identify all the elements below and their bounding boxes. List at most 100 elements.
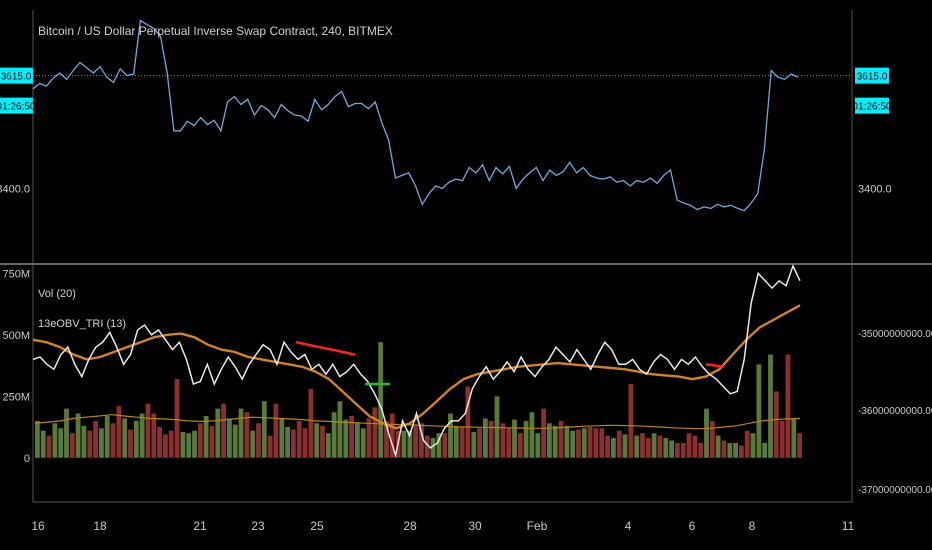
obv-tick-label: -36000000000.0000	[858, 406, 932, 417]
volume-bar	[151, 413, 157, 458]
volume-bar	[517, 433, 523, 458]
x-axis-label: 30	[468, 519, 482, 533]
obv-legend-label: 13eOBV_TRI (13)	[38, 318, 127, 330]
volume-bar	[680, 443, 686, 458]
volume-bar	[279, 418, 285, 458]
volume-bar	[785, 354, 791, 458]
volume-bar	[488, 420, 494, 458]
volume-bar	[296, 420, 302, 458]
x-axis-label: 23	[251, 519, 265, 533]
volume-bar	[337, 401, 343, 458]
price-series-line	[32, 19, 799, 212]
right-countdown-marker	[855, 97, 889, 114]
volume-bar	[232, 424, 238, 458]
volume-bar	[773, 391, 779, 458]
volume-bar	[581, 428, 587, 458]
volume-bar	[355, 423, 360, 458]
x-axis-label: Feb	[527, 519, 548, 533]
volume-bar	[628, 384, 634, 458]
volume-bar	[471, 431, 477, 458]
volume-bar	[762, 443, 768, 458]
volume-bar	[93, 420, 98, 458]
volume-bar	[325, 433, 331, 458]
volume-bar	[547, 423, 552, 458]
volume-bar	[442, 433, 448, 458]
volume-bar	[512, 419, 517, 458]
x-axis-label: 18	[93, 519, 107, 533]
right-price-marker	[855, 67, 889, 84]
volume-bar	[40, 430, 46, 458]
volume-bar	[302, 428, 308, 458]
volume-bar	[139, 413, 145, 458]
left-tick-3400: 3400.0	[0, 184, 30, 196]
volume-bar	[529, 412, 535, 458]
volume-bar	[69, 433, 75, 458]
volume-bar	[75, 413, 81, 458]
volume-bar	[704, 408, 709, 458]
volume-bar	[267, 435, 273, 458]
x-axis-label: 8	[749, 519, 756, 533]
volume-bar	[616, 430, 622, 458]
volume-bar	[721, 440, 727, 458]
volume-bar	[174, 379, 180, 458]
left-price-marker	[0, 67, 33, 84]
volume-bar	[541, 408, 546, 458]
volume-bar	[163, 434, 168, 458]
volume-bar	[605, 435, 610, 458]
obv-ma-line	[32, 304, 801, 430]
volume-bar	[558, 420, 564, 458]
volume-legend-label: Vol (20)	[38, 288, 76, 300]
volume-bar	[675, 443, 680, 458]
volume-bar	[686, 433, 692, 458]
volume-bar	[692, 435, 698, 458]
left-price-marker-label: 3615.0	[1, 72, 32, 83]
volume-bar	[669, 440, 674, 458]
obv-line	[32, 264, 801, 459]
volume-bar	[663, 438, 669, 458]
obv-tick-label: -37000000000.0000	[858, 485, 932, 496]
volume-bar	[622, 434, 628, 458]
volume-bar	[384, 420, 389, 458]
volume-bar	[523, 420, 529, 458]
volume-bar	[215, 408, 221, 458]
volume-bar	[314, 423, 320, 458]
volume-bar	[797, 433, 802, 458]
bearish-divergence-2	[705, 363, 725, 369]
volume-tick-label: 0	[24, 453, 30, 465]
volume-bar	[197, 423, 203, 458]
volume-bar	[320, 425, 325, 458]
volume-bar	[413, 425, 418, 458]
volume-bar	[750, 433, 756, 458]
volume-bar	[611, 438, 616, 458]
volume-bar	[133, 420, 139, 458]
volume-bar	[506, 428, 512, 458]
volume-bar	[104, 416, 110, 458]
left-countdown-marker	[0, 97, 33, 114]
volume-bar	[430, 438, 436, 458]
volume-bar	[122, 418, 128, 458]
volume-bar	[709, 420, 715, 458]
volume-bar	[657, 435, 663, 458]
volume-bar	[733, 443, 738, 458]
volume-bar	[366, 418, 372, 458]
volume-bar	[500, 423, 506, 458]
x-axis-label: 25	[310, 519, 324, 533]
volume-bar	[81, 425, 87, 458]
volume-bar	[779, 420, 785, 458]
right-tick-3400: 3400.0	[858, 184, 892, 196]
volume-bar	[459, 427, 465, 458]
x-axis-label: 6	[689, 519, 696, 533]
volume-bar	[424, 435, 430, 458]
volume-bar	[791, 418, 797, 458]
volume-bar	[465, 386, 471, 458]
volume-bar	[378, 342, 384, 458]
volume-bar	[436, 433, 442, 458]
volume-bar	[349, 416, 354, 458]
volume-bar	[634, 435, 640, 458]
volume-bar	[645, 438, 651, 458]
volume-ma-line	[34, 414, 801, 430]
volume-bar	[203, 416, 209, 458]
volume-bar	[168, 430, 174, 458]
volume-bar	[448, 413, 453, 458]
